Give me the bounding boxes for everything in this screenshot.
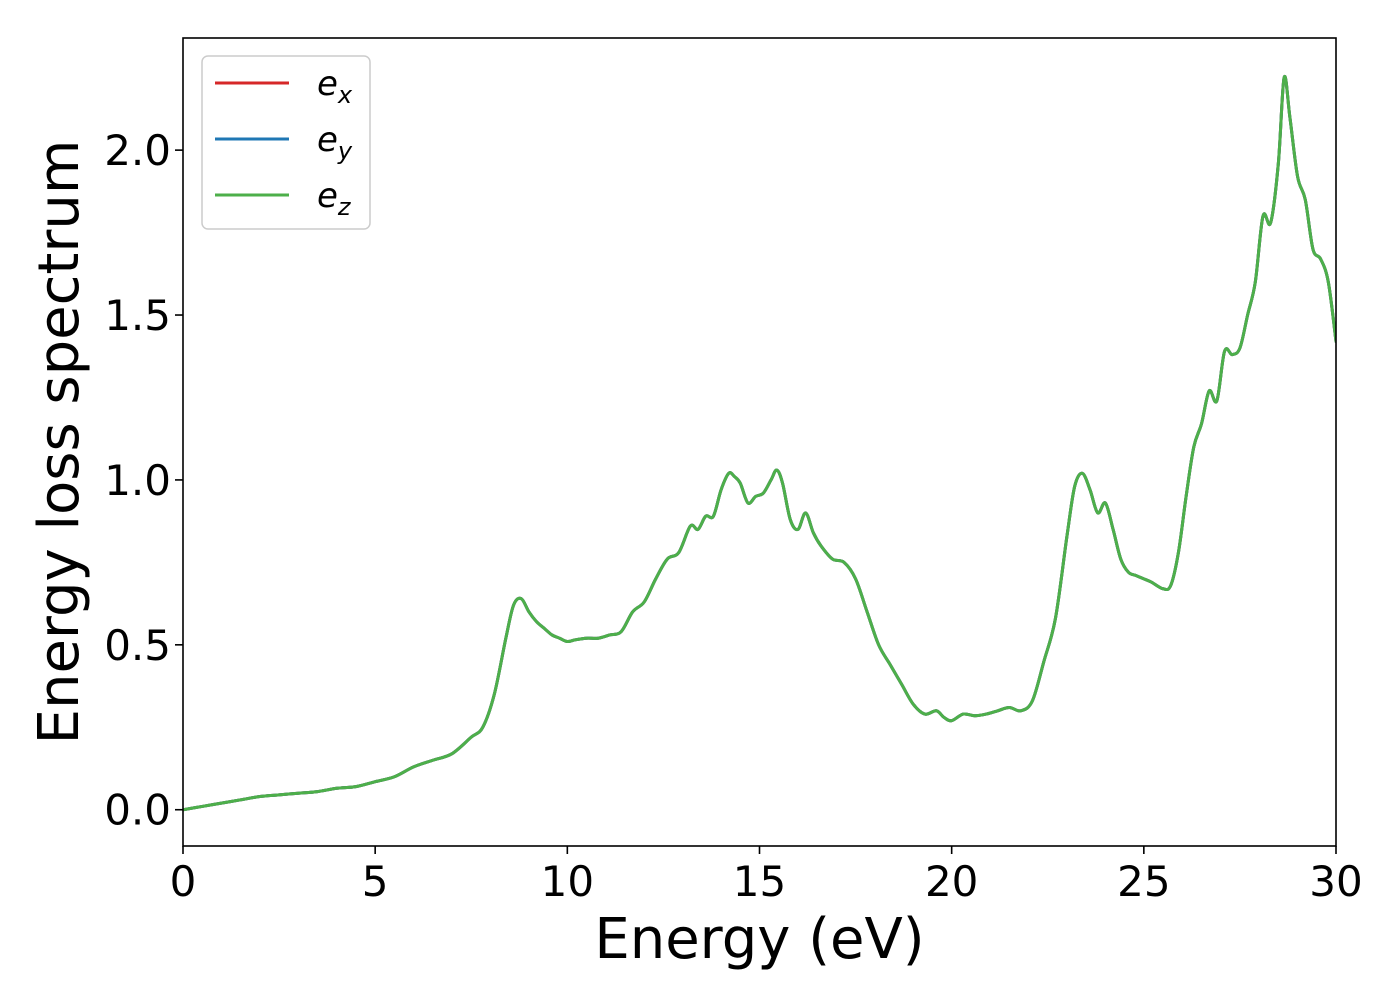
x-tick-label: 30 [1309,857,1362,906]
plot-area [183,38,1336,846]
series-layer [183,74,1336,812]
x-tick-label: 5 [362,857,389,906]
y-tick-label: 1.5 [104,291,171,340]
y-axis-title: Energy loss spectrum [27,140,92,745]
x-tick-label: 10 [541,857,594,906]
x-tick-label: 0 [170,857,197,906]
x-axis-title: Energy (eV) [594,907,924,972]
x-tick-label: 15 [733,857,786,906]
y-tick-label: 0.0 [104,786,171,835]
x-tick-label: 20 [925,857,978,906]
y-tick-label: 1.0 [104,456,171,505]
x-axis-ticks: 0 5 10 15 20 25 30 [170,846,1363,906]
y-axis-ticks: 0.0 0.5 1.0 1.5 2.0 [104,126,183,835]
legend-box [201,55,371,230]
x-tick-label: 25 [1117,857,1170,906]
series-line-ez [183,74,1336,812]
y-tick-label: 0.5 [104,621,171,670]
y-tick-label: 2.0 [104,126,171,175]
